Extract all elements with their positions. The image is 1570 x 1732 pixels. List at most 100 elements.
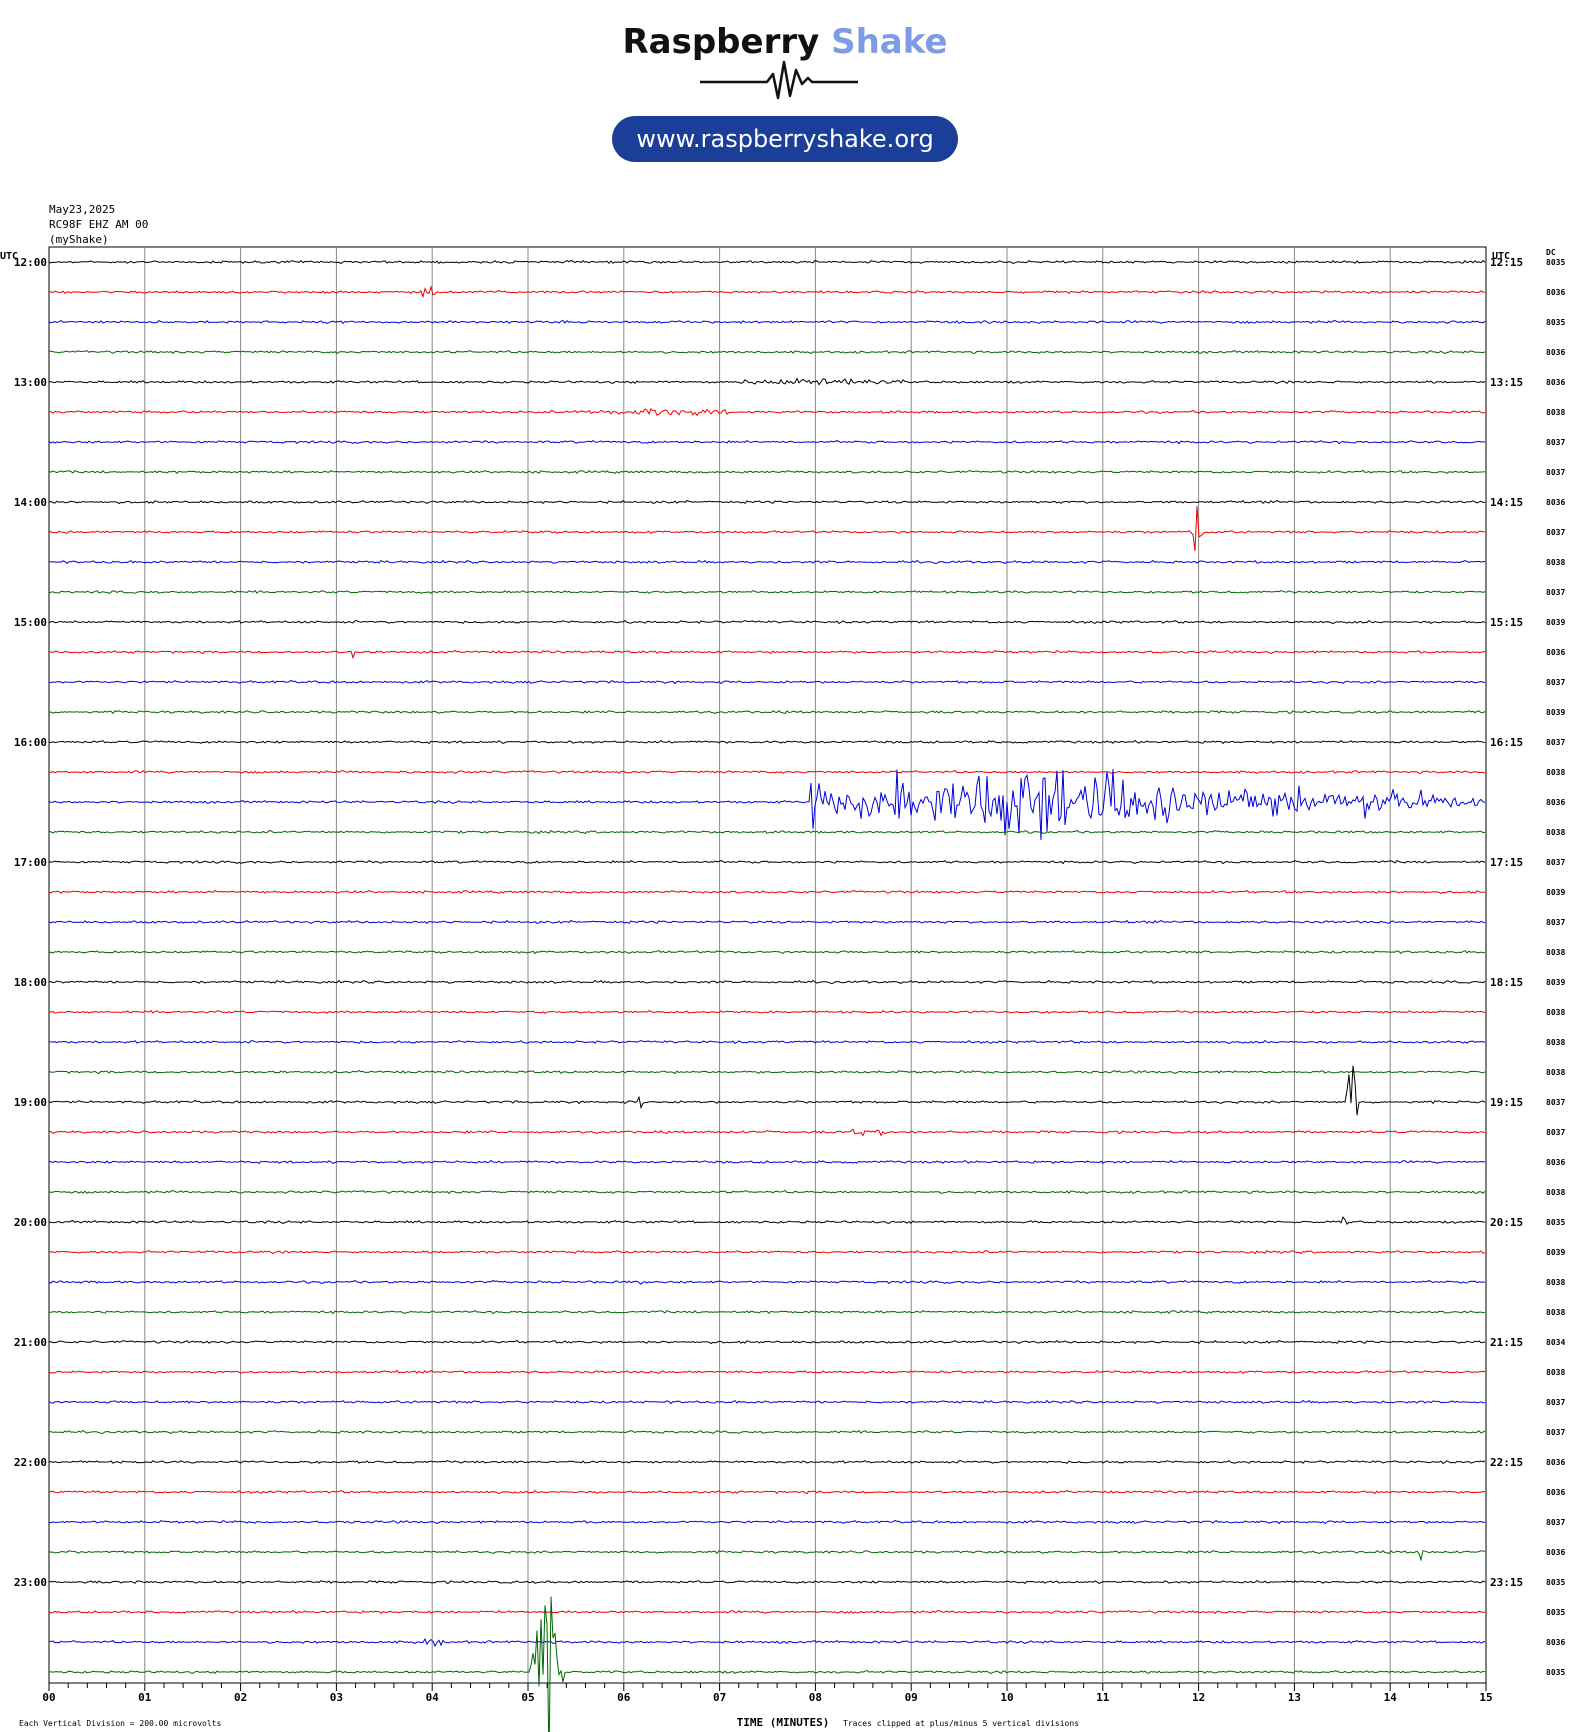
trace-row bbox=[48, 949, 1486, 955]
dc-value-label: 8036 bbox=[1546, 1458, 1565, 1467]
hour-label-right: 22:15 bbox=[1490, 1456, 1523, 1469]
dc-value-label: 8037 bbox=[1546, 1428, 1565, 1437]
trace-row bbox=[48, 1637, 1486, 1648]
dc-value-label: 8035 bbox=[1546, 1578, 1565, 1587]
hour-label-right: 23:15 bbox=[1490, 1576, 1523, 1589]
trace-row bbox=[48, 499, 1485, 505]
trace-row bbox=[48, 1519, 1486, 1525]
trace-row bbox=[48, 1460, 1486, 1465]
trace-row bbox=[48, 377, 1486, 386]
dc-value-label: 8038 bbox=[1546, 1368, 1565, 1377]
hour-label-right: 16:15 bbox=[1490, 736, 1523, 749]
hour-label-left: 13:00 bbox=[14, 376, 47, 389]
x-tick-label: 11 bbox=[1096, 1691, 1110, 1704]
dc-value-label: 8034 bbox=[1546, 1338, 1565, 1347]
dc-value-label: 8036 bbox=[1546, 1638, 1565, 1647]
scale-note: Each Vertical Division = 200.00 microvol… bbox=[19, 1719, 221, 1728]
dc-value-label: 8036 bbox=[1546, 1488, 1565, 1497]
website-url[interactable]: www.raspberryshake.org bbox=[612, 116, 958, 162]
record-date: May23,2025 bbox=[49, 203, 116, 216]
logo-title-part1: Raspberry bbox=[622, 22, 820, 62]
x-tick-label: 02 bbox=[234, 1691, 247, 1704]
x-tick-label: 06 bbox=[617, 1691, 631, 1704]
raspberry-shake-logo: Raspberry Shake www.raspberryshake.org bbox=[0, 0, 1570, 175]
dc-value-label: 8037 bbox=[1546, 918, 1565, 927]
dc-value-label: 8038 bbox=[1546, 1188, 1565, 1197]
x-tick-label: 08 bbox=[809, 1691, 822, 1704]
hour-label-left: 15:00 bbox=[14, 616, 47, 629]
trace-row bbox=[48, 589, 1486, 594]
dc-value-label: 8038 bbox=[1546, 1068, 1565, 1077]
dc-value-label: 8038 bbox=[1546, 948, 1565, 957]
plot-frame bbox=[48, 246, 1487, 1684]
dc-value-label: 8037 bbox=[1546, 438, 1565, 447]
dc-value-label: 8037 bbox=[1546, 738, 1565, 747]
hour-label-right: 15:15 bbox=[1490, 616, 1523, 629]
dc-value-label: 8036 bbox=[1546, 348, 1565, 357]
dc-value-label: 8037 bbox=[1546, 528, 1565, 537]
dc-value-label: 8036 bbox=[1546, 378, 1565, 387]
dc-value-label: 8039 bbox=[1546, 888, 1565, 897]
dc-value-label: 8039 bbox=[1546, 1248, 1565, 1257]
trace-row bbox=[48, 679, 1485, 685]
trace-row bbox=[48, 350, 1486, 355]
trace-row bbox=[48, 1369, 1486, 1375]
trace-row bbox=[48, 506, 1486, 551]
trace-row bbox=[48, 859, 1486, 865]
trace-row bbox=[48, 319, 1486, 325]
hour-label-left: 20:00 bbox=[14, 1216, 47, 1229]
dc-value-label: 8036 bbox=[1546, 648, 1565, 657]
trace-row bbox=[48, 770, 1486, 775]
hour-label-left: 22:00 bbox=[14, 1456, 47, 1469]
hour-label-left: 17:00 bbox=[14, 856, 47, 869]
x-tick-label: 15 bbox=[1479, 1691, 1492, 1704]
utc-label-left: UTC bbox=[0, 251, 18, 262]
dc-value-label: 8036 bbox=[1546, 288, 1565, 297]
x-tick-label: 14 bbox=[1384, 1691, 1398, 1704]
trace-row bbox=[48, 1216, 1486, 1225]
trace-row bbox=[48, 649, 1486, 660]
trace-row bbox=[48, 1039, 1486, 1045]
clip-note: Traces clipped at plus/minus 5 vertical … bbox=[843, 1719, 1079, 1728]
dc-value-label: 8037 bbox=[1546, 1398, 1565, 1407]
dc-value-label: 8038 bbox=[1546, 828, 1565, 837]
trace-row bbox=[48, 1069, 1486, 1075]
x-axis-title: TIME (MINUTES) bbox=[737, 1716, 830, 1729]
hour-label-left: 19:00 bbox=[14, 1096, 47, 1109]
dc-value-label: 8036 bbox=[1546, 798, 1565, 807]
trace-row bbox=[48, 1609, 1485, 1615]
trace-row bbox=[48, 469, 1486, 475]
x-tick-label: 09 bbox=[905, 1691, 918, 1704]
dc-value-label: 8036 bbox=[1546, 1158, 1565, 1167]
hour-label-right: 17:15 bbox=[1490, 856, 1523, 869]
trace-row bbox=[48, 1596, 1486, 1732]
dc-value-label: 8038 bbox=[1546, 1038, 1565, 1047]
dc-value-label: 8037 bbox=[1546, 1098, 1565, 1107]
dc-value-label: 8039 bbox=[1546, 618, 1565, 627]
hour-label-right: 13:15 bbox=[1490, 376, 1523, 389]
trace-row bbox=[48, 710, 1486, 715]
trace-row bbox=[48, 1128, 1486, 1137]
dc-value-label: 8039 bbox=[1546, 978, 1565, 987]
hour-label-right: 21:15 bbox=[1490, 1336, 1523, 1349]
dc-value-label: 8038 bbox=[1546, 1008, 1565, 1017]
dc-value-label: 8038 bbox=[1546, 1308, 1565, 1317]
trace-row bbox=[48, 829, 1486, 835]
dc-value-label: 8038 bbox=[1546, 768, 1565, 777]
dc-value-label: 8037 bbox=[1546, 1128, 1565, 1137]
trace-row bbox=[48, 979, 1486, 984]
trace-row bbox=[48, 1159, 1486, 1165]
x-tick-label: 03 bbox=[330, 1691, 343, 1704]
dc-value-label: 8037 bbox=[1546, 588, 1565, 597]
trace-row bbox=[48, 1249, 1486, 1255]
dc-value-label: 8037 bbox=[1546, 858, 1565, 867]
dc-value-label: 8038 bbox=[1546, 1278, 1565, 1287]
dc-value-label: 8037 bbox=[1546, 468, 1565, 477]
trace-row bbox=[48, 408, 1486, 417]
trace-row bbox=[48, 919, 1486, 925]
hour-label-left: 14:00 bbox=[14, 496, 47, 509]
network-name: (myShake) bbox=[49, 233, 109, 246]
hour-label-left: 23:00 bbox=[14, 1576, 47, 1589]
trace-row bbox=[48, 1190, 1486, 1195]
